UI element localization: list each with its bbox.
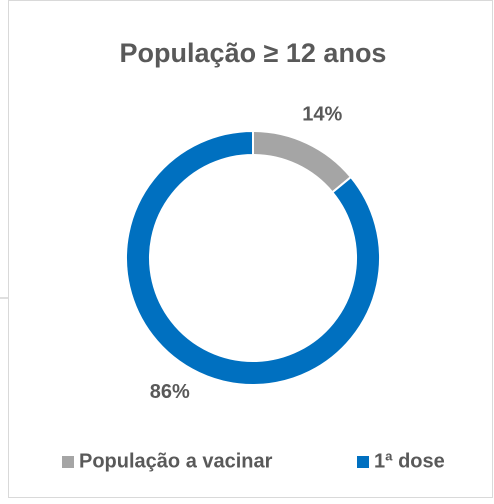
data-label: 86%	[150, 381, 190, 403]
data-label: 14%	[302, 103, 342, 125]
chart-title: População ≥ 12 anos	[120, 38, 387, 68]
legend-label: População a vacinar	[79, 450, 273, 472]
donut-segment	[125, 129, 381, 386]
legend-swatch	[357, 456, 369, 468]
legend-label: 1ª dose	[374, 450, 445, 472]
chart-frame	[8, 0, 493, 498]
legend-swatch	[62, 456, 74, 468]
